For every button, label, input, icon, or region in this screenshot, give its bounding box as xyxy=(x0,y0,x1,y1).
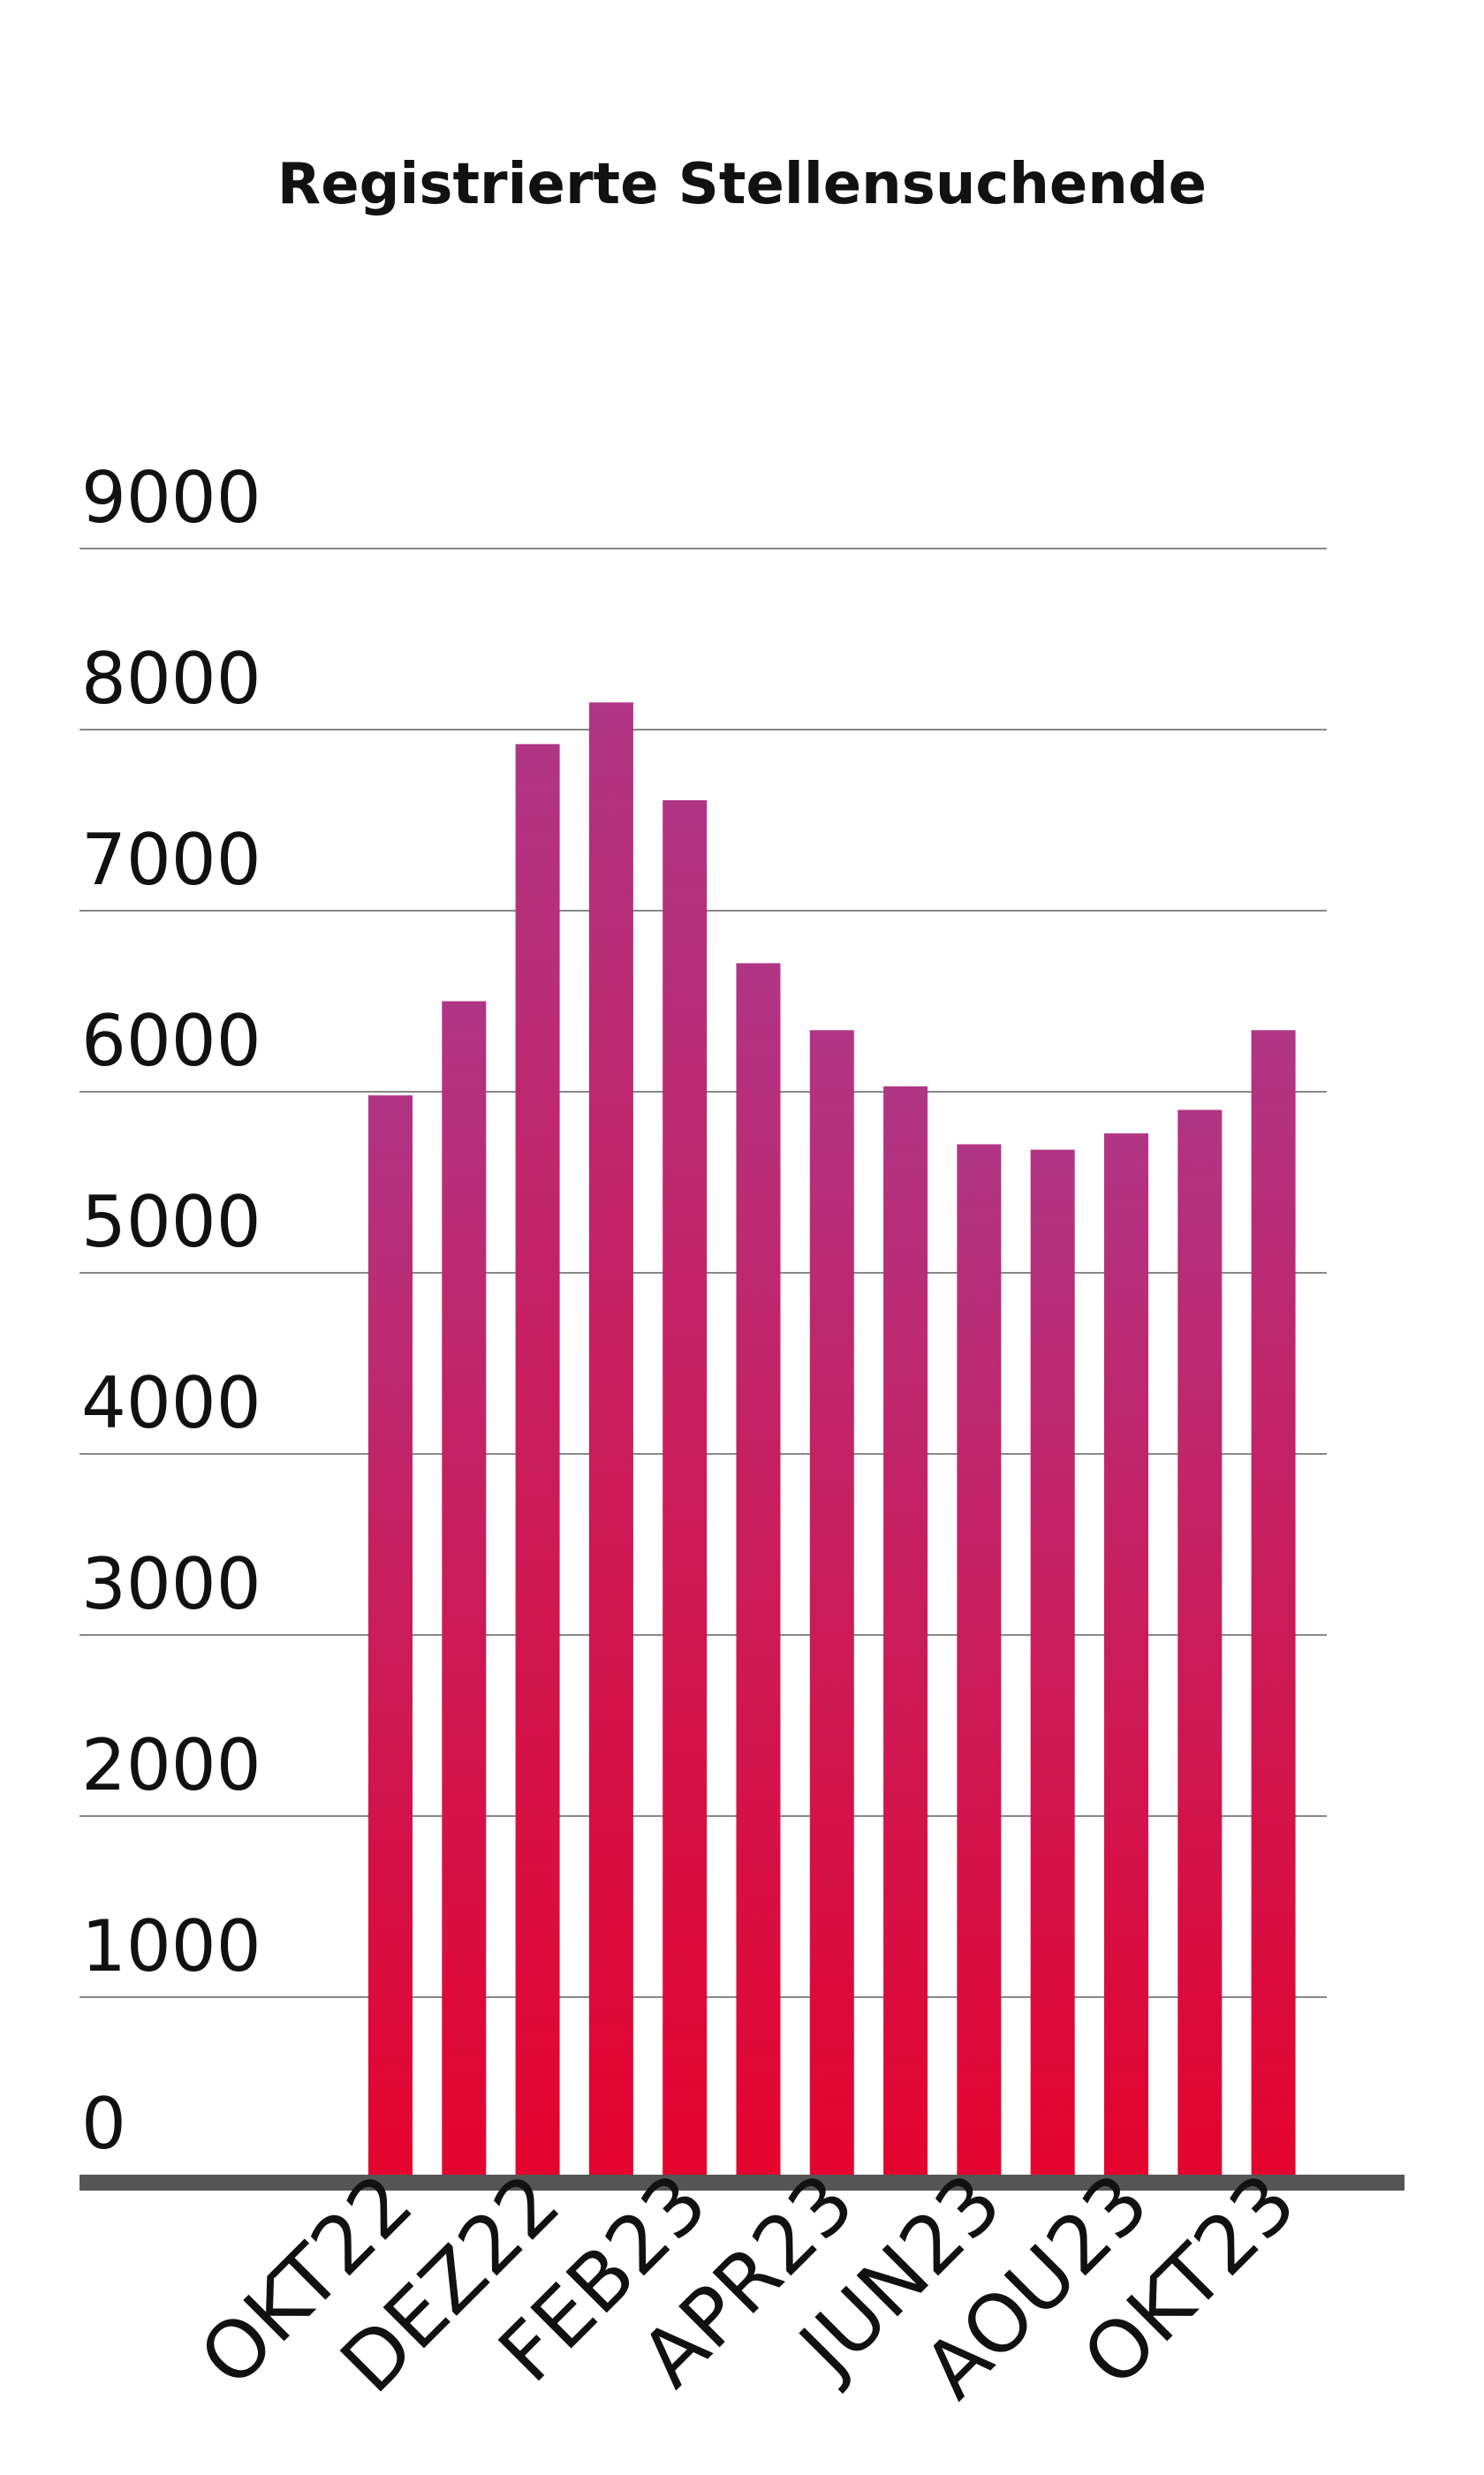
x-axis-baseline xyxy=(80,2175,1404,2191)
y-tick-label: 6000 xyxy=(81,1000,261,1082)
bar-apr23 xyxy=(809,1030,854,2178)
y-tick-label: 3000 xyxy=(81,1543,261,1625)
y-tick-label: 4000 xyxy=(81,1362,261,1444)
bar-jun23 xyxy=(957,1144,1002,2178)
y-tick-label: 9000 xyxy=(81,457,261,539)
bar-mar23 xyxy=(736,963,781,2178)
baseline xyxy=(80,2175,1404,2191)
bar-feb23 xyxy=(662,799,708,2179)
bar-aou23 xyxy=(1104,1133,1148,2178)
y-tick-label: 0 xyxy=(81,2083,126,2165)
y-tick-label: 7000 xyxy=(81,819,261,901)
bar-jan23 xyxy=(588,702,633,2178)
bar-nov22 xyxy=(442,1001,487,2178)
bars xyxy=(368,702,1296,2179)
bar-jul23 xyxy=(1030,1149,1075,2178)
bar-dez22 xyxy=(515,744,560,2178)
y-tick-label: 2000 xyxy=(81,1724,261,1806)
y-tick-label: 1000 xyxy=(81,1905,261,1987)
y-axis-ticks: 0 1000 2000 3000 4000 5000 6000 7000 8000 9000 xyxy=(81,457,261,2165)
bar-okt22 xyxy=(368,1095,413,2178)
chart-title: Registrierte Stellensuchende xyxy=(276,152,1208,217)
y-tick-label: 5000 xyxy=(81,1181,261,1263)
bar-sep23 xyxy=(1177,1109,1223,2178)
bar-okt23 xyxy=(1251,1030,1296,2178)
y-tick-label: 8000 xyxy=(81,638,261,720)
bar-mai23 xyxy=(883,1086,928,2178)
